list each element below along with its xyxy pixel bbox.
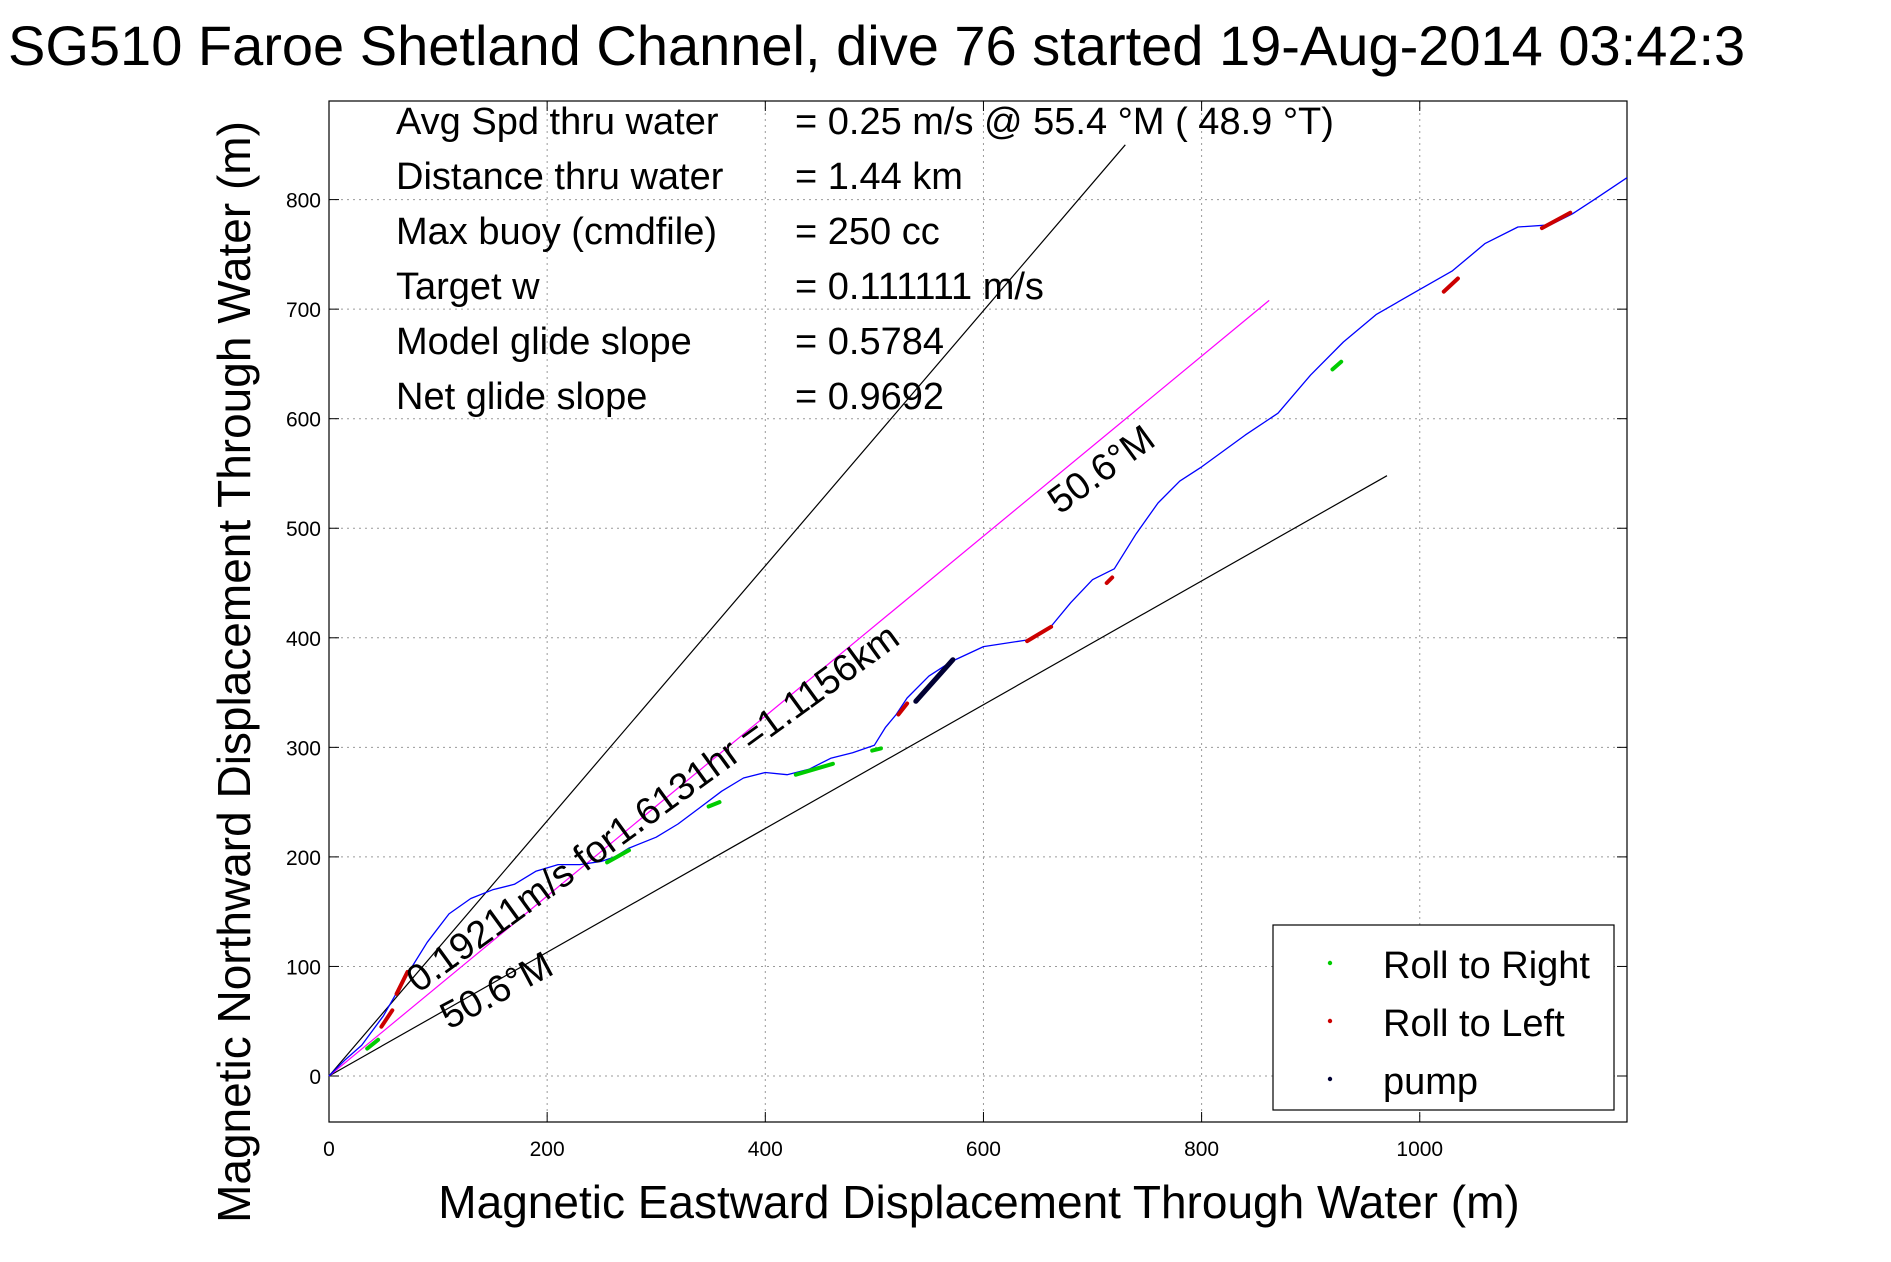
info-value: = 1.44 km xyxy=(795,156,963,198)
roll-left-segment-5 xyxy=(1441,276,1460,294)
roll-left-segment-4 xyxy=(1104,575,1115,585)
legend-marker-2 xyxy=(1327,1076,1333,1082)
x-tick-label: 600 xyxy=(966,1138,1001,1161)
grid xyxy=(328,101,1627,1122)
x-tick-label: 200 xyxy=(530,1138,565,1161)
x-tick-label: 1000 xyxy=(1396,1138,1443,1161)
y-tick-label: 400 xyxy=(286,628,321,651)
chart-title: SG510 Faroe Shetland Channel, dive 76 st… xyxy=(8,14,1745,77)
current-vector-line xyxy=(328,299,1270,1077)
heading-annotation-upper: 50.6°M xyxy=(1040,417,1162,522)
roll-left-segment-6 xyxy=(1539,210,1573,231)
roll-right-segment-0 xyxy=(365,1037,381,1051)
reference-line-lower-bound xyxy=(328,475,1388,1077)
roll-right-segment-3 xyxy=(793,761,835,777)
roll-right-segment-5 xyxy=(1330,359,1344,372)
pump-segment-0 xyxy=(913,657,956,704)
info-label: Net glide slope xyxy=(396,376,647,418)
data-series xyxy=(328,177,1628,1077)
y-tick-label: 0 xyxy=(309,1066,321,1089)
reference-lines xyxy=(328,144,1388,1077)
info-value: = 250 cc xyxy=(795,211,940,253)
roll-left-segment-3 xyxy=(1025,624,1054,644)
y-tick-label: 200 xyxy=(286,847,321,870)
roll-left-segment-1 xyxy=(394,969,410,996)
y-tick-label: 700 xyxy=(286,299,321,322)
info-label: Max buoy (cmdfile) xyxy=(396,211,717,253)
x-tick-label: 800 xyxy=(1184,1138,1219,1161)
y-tick-label: 600 xyxy=(286,409,321,432)
annotations: 0.19211m/s for1.6131hr =1.1156km 50.6°M … xyxy=(399,417,1163,1038)
reference-line-upper-bound xyxy=(328,144,1126,1077)
x-tick-label: 0 xyxy=(323,1138,335,1161)
y-tick-label: 500 xyxy=(286,518,321,541)
y-axis-label: Magnetic Northward Displacement Through … xyxy=(208,121,260,1223)
x-tick-label: 400 xyxy=(748,1138,783,1161)
legend-marker-0 xyxy=(1327,960,1333,966)
legend-label: pump xyxy=(1383,1061,1478,1103)
roll-right-segment-4 xyxy=(870,746,883,753)
roll-right-segment-2 xyxy=(706,800,722,809)
y-tick-label: 300 xyxy=(286,737,321,760)
y-tick-label: 100 xyxy=(286,956,321,979)
legend-label: Roll to Right xyxy=(1383,945,1590,987)
info-table: Avg Spd thru water = 0.25 m/s @ 55.4 °M (… xyxy=(396,101,1334,418)
legend-marker-1 xyxy=(1327,1018,1333,1024)
track-line xyxy=(328,177,1628,1077)
info-label: Model glide slope xyxy=(396,321,692,363)
x-axis-label: Magnetic Eastward Displacement Through W… xyxy=(438,1176,1519,1228)
roll-left-segment-0 xyxy=(379,1008,395,1029)
info-value: = 0.5784 xyxy=(795,321,944,363)
axes: 0 200 400 600 800 1000 0 100 200 300 400 500 600 700 8… xyxy=(286,100,1628,1161)
roll-right-segment-1 xyxy=(605,848,631,865)
plot-frame xyxy=(328,100,1628,1123)
legend-label: Roll to Left xyxy=(1383,1003,1565,1045)
legend: Roll to Right Roll to Left pump xyxy=(1272,924,1615,1111)
y-tick-label: 800 xyxy=(286,190,321,213)
roll-left-segment-2 xyxy=(896,701,910,717)
info-label: Distance thru water xyxy=(396,156,724,198)
info-value: = 0.9692 xyxy=(795,376,944,418)
info-label: Avg Spd thru water xyxy=(396,101,719,143)
info-value: = 0.111111 m/s xyxy=(795,266,1044,308)
info-label: Target w xyxy=(396,266,540,308)
current-annotation: 0.19211m/s for1.6131hr =1.1156km xyxy=(399,616,907,1001)
info-value: = 0.25 m/s @ 55.4 °M ( 48.9 °T) xyxy=(795,101,1334,143)
